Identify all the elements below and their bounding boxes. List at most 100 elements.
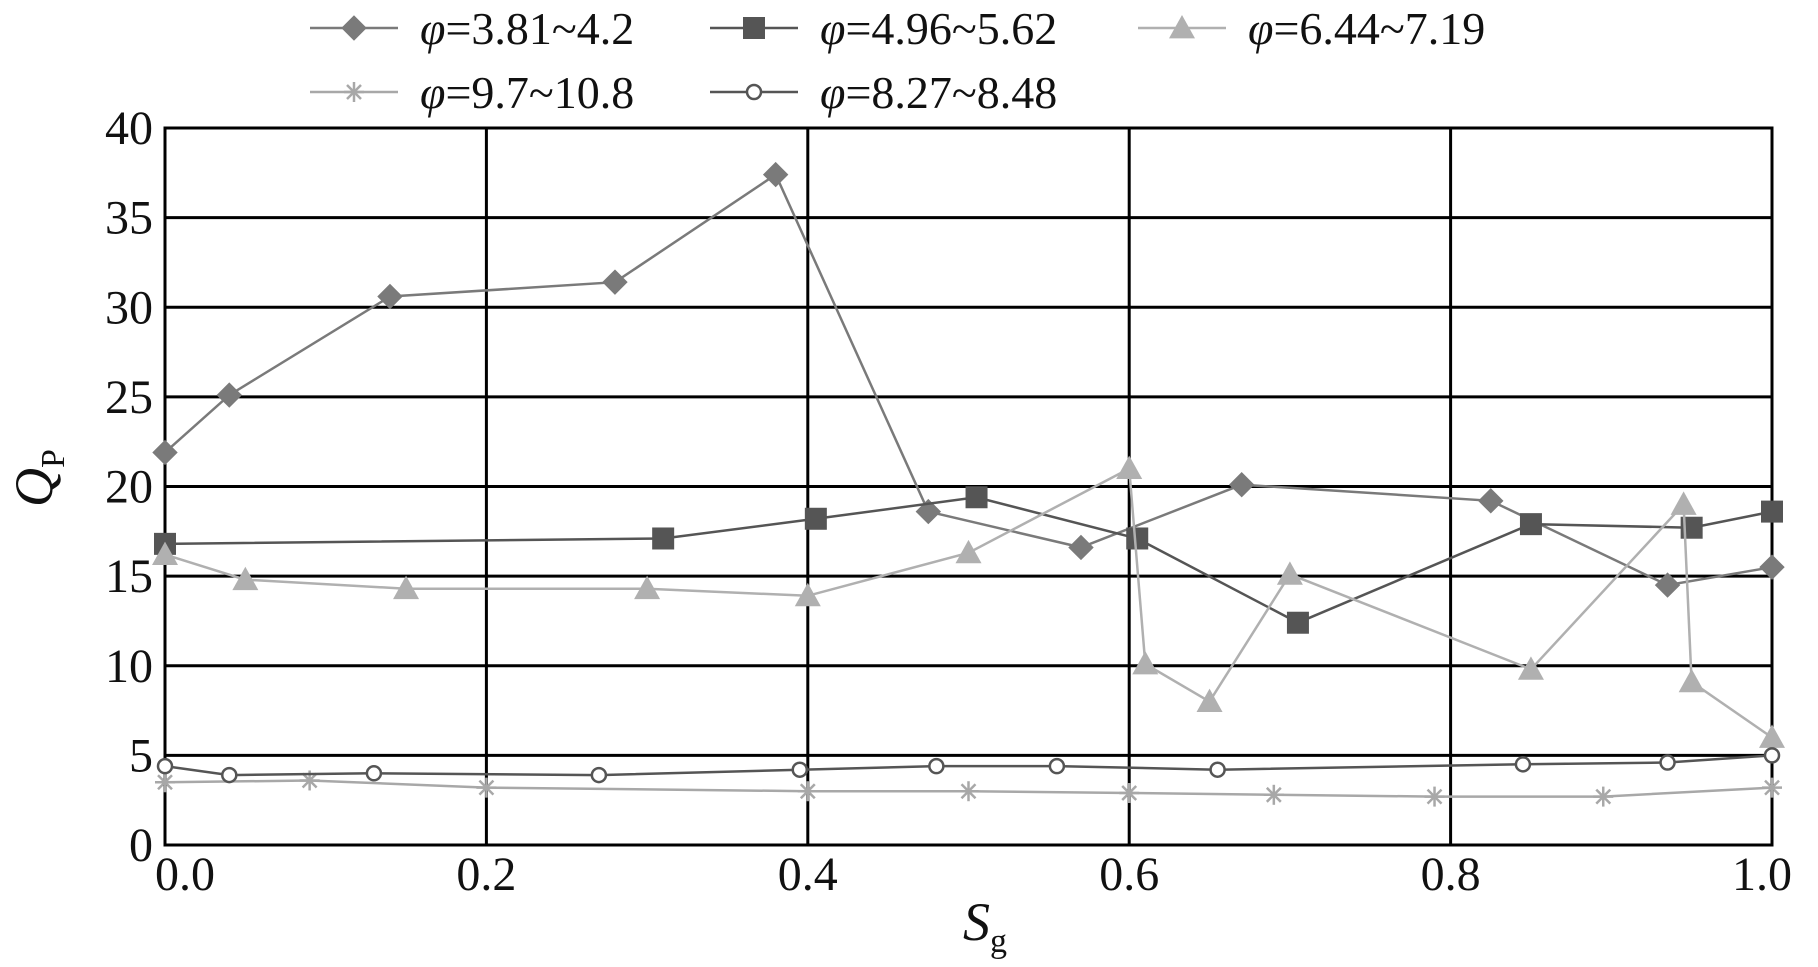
legend-marker (745, 83, 763, 101)
legend-range: =3.81~4.2 (445, 3, 634, 54)
legend-phi: φ (820, 67, 845, 118)
data-point (1132, 650, 1159, 675)
series-line (164, 779, 1773, 798)
data-point (1761, 500, 1783, 523)
asterisk-stroke (478, 779, 495, 796)
legend-marker (1169, 15, 1195, 39)
series-layer (152, 161, 1785, 807)
legend-marker (341, 15, 367, 41)
asterisk-stroke (1426, 788, 1443, 805)
x-tick-label: 0.2 (456, 848, 516, 901)
legend-entry: φ=4.96~5.62 (710, 3, 1057, 54)
data-point (1119, 783, 1140, 804)
legend: φ=3.81~4.2 φ=4.96~5.62 φ=6.44~7.19φ=9.7~10… (310, 3, 1485, 118)
legend-entry: φ=8.27~8.48 (710, 67, 1057, 118)
x-tick-label: 0.4 (778, 848, 838, 901)
legend-label: φ=6.44~7.19 (1248, 3, 1485, 54)
data-point (955, 539, 982, 564)
legend-phi: φ (420, 67, 445, 118)
legend-range: =6.44~7.19 (1273, 3, 1485, 54)
data-point (152, 541, 178, 566)
legend-label: φ=8.27~8.48 (820, 67, 1057, 118)
data-point (762, 161, 789, 188)
data-point (1678, 668, 1705, 693)
legend-entry: φ=6.44~7.19 (1138, 3, 1485, 54)
data-point (958, 781, 979, 802)
data-point (1759, 724, 1785, 748)
asterisk-stroke (1121, 785, 1138, 801)
asterisk-stroke (1265, 786, 1282, 803)
data-point (590, 766, 608, 784)
series-line (164, 466, 1773, 739)
tick-labels: 0 5 10 15 20 25 30 35 40 0.0 0.2 0.4 0.6 0.8 1.0 (105, 102, 1792, 901)
data-point (928, 757, 945, 775)
y-tick-label: 20 (105, 461, 153, 514)
series-2 (154, 486, 1783, 634)
data-point (1424, 786, 1445, 807)
data-point (155, 772, 175, 793)
legend-range: =8.27~8.48 (845, 67, 1057, 118)
data-point (1126, 527, 1149, 550)
data-point (1276, 561, 1303, 585)
y-tick-label: 30 (105, 281, 153, 334)
data-point (1517, 656, 1544, 680)
data-point (634, 575, 661, 600)
series-5 (156, 747, 1781, 784)
y-tick-label: 15 (105, 550, 153, 603)
data-point (1048, 757, 1066, 775)
data-point (156, 757, 174, 775)
legend-entry: φ=9.7~10.8 (310, 67, 634, 118)
legend-phi: φ (420, 3, 445, 54)
data-point (797, 781, 818, 802)
x-tick-label: 0.6 (1099, 848, 1159, 901)
x-tick-label: 0.0 (155, 848, 215, 901)
data-point (794, 582, 821, 607)
legend-phi: φ (1248, 3, 1273, 54)
data-point (1763, 747, 1781, 764)
legend-label: φ=9.7~10.8 (420, 67, 634, 118)
data-point (1116, 455, 1143, 479)
legend-marker (344, 82, 364, 102)
data-point (476, 777, 497, 798)
x-tick-label: 0.8 (1421, 848, 1481, 901)
asterisk-stroke (346, 84, 362, 100)
data-point (216, 382, 242, 408)
data-point (1209, 761, 1226, 778)
series-1 (152, 161, 1785, 598)
data-point (221, 766, 238, 784)
x-axis-title: Sg (963, 892, 1007, 960)
x-tick-label: 1.0 (1732, 848, 1792, 901)
y-tick-label: 0 (129, 819, 153, 872)
data-point (1519, 513, 1542, 536)
data-point (1263, 784, 1284, 805)
data-point (377, 283, 403, 310)
data-point (1654, 572, 1681, 598)
legend-label: φ=4.96~5.62 (820, 3, 1057, 54)
data-point (1659, 754, 1676, 771)
data-point (1593, 786, 1614, 807)
series-4 (155, 770, 1782, 807)
data-point (1670, 491, 1697, 515)
asterisk-stroke (301, 772, 318, 789)
data-point (152, 439, 178, 466)
asterisk-stroke (1764, 779, 1780, 796)
data-point (602, 269, 628, 295)
asterisk-stroke (960, 783, 977, 800)
y-tick-label: 25 (105, 371, 153, 424)
data-point (1286, 611, 1309, 634)
asterisk-stroke (1595, 788, 1612, 805)
legend-marker (743, 17, 765, 39)
y-axis-title: QP (4, 449, 72, 507)
data-point (1196, 688, 1223, 712)
asterisk-stroke (799, 783, 816, 800)
grid (163, 126, 1774, 847)
legend-range: =9.7~10.8 (445, 67, 634, 118)
y-tick-label: 35 (105, 192, 153, 245)
data-point (652, 527, 675, 550)
series-3 (152, 455, 1785, 748)
data-point (965, 486, 988, 509)
data-point (1514, 756, 1532, 773)
y-tick-label: 5 (129, 729, 153, 782)
